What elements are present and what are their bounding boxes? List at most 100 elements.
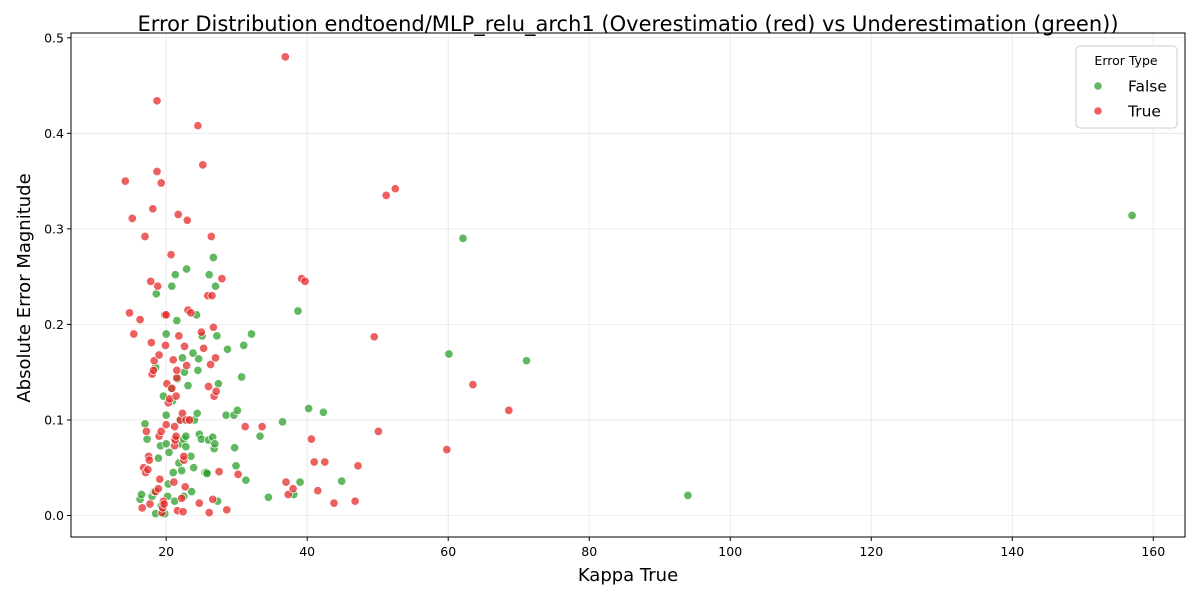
data-point-false [161, 329, 171, 339]
data-point-false [181, 431, 191, 441]
data-point-false [255, 431, 265, 441]
x-tick-label: 20 [158, 544, 174, 559]
data-point-true [329, 498, 339, 508]
data-point-true [300, 276, 310, 286]
data-point-false [202, 468, 212, 479]
data-point-false [444, 349, 454, 359]
data-point-true [161, 420, 171, 430]
data-point-true [135, 315, 145, 325]
legend-marker-true [1093, 106, 1103, 116]
data-point-false [241, 475, 251, 485]
data-point-true [178, 507, 188, 517]
data-point-true [313, 486, 323, 496]
data-point-false [170, 270, 180, 280]
data-point-false [263, 492, 273, 502]
data-point-true [179, 341, 190, 351]
data-point-true [309, 457, 319, 467]
data-point-true [353, 461, 363, 471]
data-point-true [146, 338, 156, 348]
data-point-false [237, 372, 247, 382]
data-point-true [179, 451, 189, 461]
legend: Error Type False True [1075, 45, 1178, 129]
legend-box [1075, 45, 1178, 129]
data-points [120, 52, 1137, 519]
y-tick-label: 0.3 [44, 221, 64, 236]
data-point-false [161, 410, 171, 420]
data-point-false [246, 329, 257, 339]
x-tick-label: 120 [859, 544, 883, 559]
data-point-true [169, 477, 179, 487]
data-point-false [164, 447, 174, 457]
data-point-true [148, 204, 158, 214]
data-point-true [143, 465, 153, 475]
data-point-false [183, 381, 193, 391]
data-point-true [194, 498, 204, 508]
data-point-false [295, 477, 305, 487]
data-point-true [222, 505, 232, 515]
data-point-true [124, 308, 135, 318]
data-point-false [177, 466, 187, 476]
plot-frame [70, 32, 1186, 538]
legend-marker-false [1093, 81, 1103, 91]
data-point-false [212, 331, 222, 341]
data-point-true [172, 365, 182, 375]
series-true [120, 52, 514, 518]
data-point-true [240, 422, 250, 432]
data-point-true [320, 457, 330, 467]
data-point-true [159, 499, 169, 509]
x-tick-label: 100 [718, 544, 742, 559]
x-tick-label: 160 [1141, 544, 1165, 559]
data-point-true [306, 434, 316, 444]
data-point-false [182, 264, 192, 274]
y-axis-label: Absolute Error Magnitude [14, 173, 35, 402]
data-point-true [182, 215, 192, 225]
data-point-false [193, 365, 203, 375]
x-tick-label: 40 [299, 544, 315, 559]
data-point-true [257, 422, 267, 432]
data-point-true [204, 508, 214, 518]
data-point-true [152, 166, 162, 177]
data-point-true [207, 291, 217, 301]
data-point-true [280, 52, 290, 62]
data-point-true [167, 383, 177, 393]
y-tick-label: 0.0 [44, 508, 64, 523]
x-tick-label: 60 [440, 544, 456, 559]
data-point-false [293, 306, 303, 316]
data-point-false [222, 344, 233, 354]
x-axis-label: Kappa True [578, 565, 678, 586]
data-point-true [199, 343, 209, 353]
data-point-false [277, 417, 288, 427]
y-tick-label: 0.1 [44, 412, 64, 427]
data-point-true [182, 360, 192, 371]
data-point-true [442, 445, 452, 455]
data-point-true [193, 121, 203, 131]
data-point-true [203, 381, 214, 392]
data-point-false [189, 463, 199, 473]
x-tick-label: 140 [1000, 544, 1024, 559]
data-point-false [153, 453, 163, 463]
legend-label-false: False [1128, 78, 1167, 96]
data-point-true [174, 331, 184, 341]
data-point-false [204, 270, 214, 280]
legend-label-true: True [1127, 103, 1161, 121]
data-point-false [172, 316, 182, 326]
grid-lines [71, 33, 1185, 537]
y-tick-label: 0.5 [44, 30, 64, 45]
legend-title: Error Type [1094, 53, 1157, 68]
data-point-true [173, 209, 183, 220]
data-point-true [140, 231, 150, 242]
data-point-false [151, 289, 161, 299]
data-point-true [350, 496, 360, 506]
data-point-true [153, 281, 163, 291]
data-point-false [192, 408, 202, 418]
data-point-false [194, 354, 204, 364]
data-point-true [206, 359, 216, 370]
data-point-true [233, 469, 243, 479]
data-point-false [458, 233, 468, 243]
data-point-true [211, 386, 221, 396]
data-point-true [390, 184, 400, 194]
data-point-true [214, 467, 224, 477]
data-point-false [239, 340, 249, 350]
data-point-true [127, 213, 137, 223]
